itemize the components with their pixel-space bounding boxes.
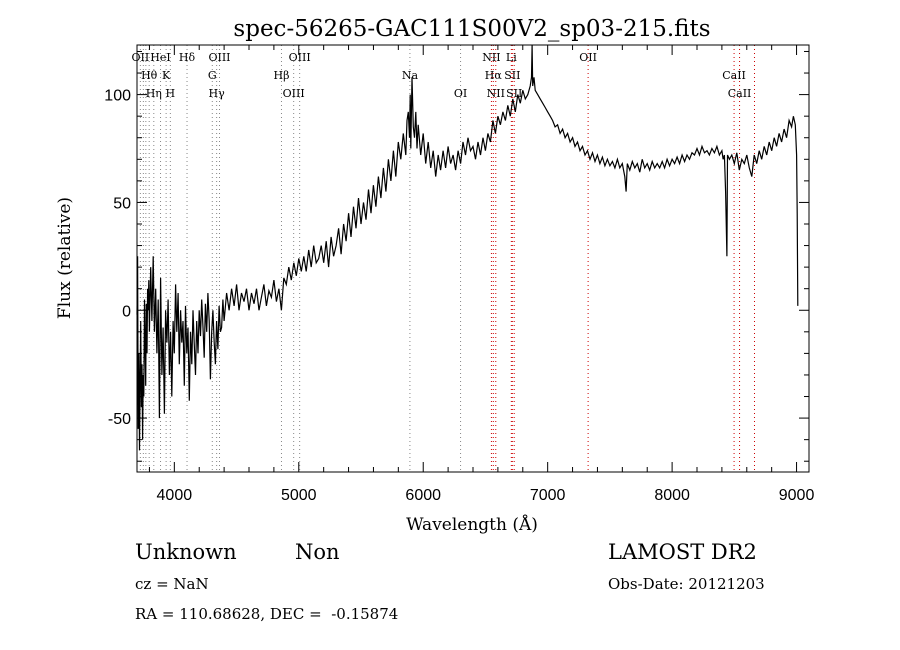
y-tick-label: -50	[108, 411, 131, 428]
cz-label: cz = NaN	[135, 575, 209, 593]
survey-label: LAMOST DR2	[608, 540, 757, 564]
line-label: OI	[454, 87, 467, 100]
line-label: SII	[504, 69, 520, 82]
line-label: G	[208, 69, 217, 82]
spectral-line-markers	[139, 45, 755, 472]
x-tick-label: 6000	[405, 487, 441, 504]
line-label: NII	[487, 87, 505, 100]
subclass-label: Non	[295, 540, 340, 564]
x-tick-label: 7000	[530, 487, 566, 504]
obs-date-label: Obs-Date: 20121203	[608, 575, 765, 593]
spectral-line-labels: OII Hθ Hη HeI KH Hδ G Hγ OIII Hβ OIII OIII Na OI NII Hα…	[132, 51, 752, 100]
line-label: OII	[579, 51, 597, 64]
line-label: HeI	[150, 51, 170, 64]
line-label: Hβ	[274, 69, 290, 82]
line-label: OII	[132, 51, 150, 64]
line-label: OIII	[283, 87, 305, 100]
line-label: SII	[506, 87, 522, 100]
line-label: Hα	[485, 69, 503, 82]
y-axis-label: Flux (relative)	[55, 197, 75, 319]
coordinates-label: RA = 110.68628, DEC = -0.15874	[135, 605, 399, 623]
x-tick-label: 9000	[779, 487, 815, 504]
line-label: Hη	[146, 87, 162, 100]
x-tick-label: 4000	[157, 487, 193, 504]
line-label: Hδ	[179, 51, 196, 64]
classification-label: Unknown	[135, 540, 237, 564]
x-axis: 4000 5000 6000 7000 8000 9000	[148, 45, 815, 504]
y-axis: -50 0 50 100	[104, 50, 809, 462]
line-label: Li	[506, 51, 517, 64]
flux-series-line	[136, 44, 799, 451]
x-tick-label: 5000	[281, 487, 317, 504]
line-label: K	[162, 69, 171, 82]
line-label: NII	[482, 51, 500, 64]
line-label: OIII	[208, 51, 230, 64]
line-label: OIII	[289, 51, 311, 64]
chart-title: spec-56265-GAC111S00V2_sp03-215.fits	[233, 16, 710, 42]
y-tick-label: 0	[122, 303, 131, 320]
line-label: H	[166, 87, 176, 100]
line-label: Hγ	[209, 87, 226, 100]
x-axis-label: Wavelength (Å)	[406, 514, 538, 535]
line-label: CaII	[722, 69, 746, 82]
y-tick-label: 100	[104, 88, 131, 105]
y-tick-label: 50	[113, 195, 131, 212]
plot-frame	[136, 44, 810, 473]
line-label: Hθ	[141, 69, 158, 82]
line-label: CaII	[728, 87, 752, 100]
x-tick-label: 8000	[654, 487, 690, 504]
spectrum-chart: spec-56265-GAC111S00V2_sp03-215.fits OII…	[55, 16, 815, 535]
line-label: Na	[402, 69, 419, 82]
